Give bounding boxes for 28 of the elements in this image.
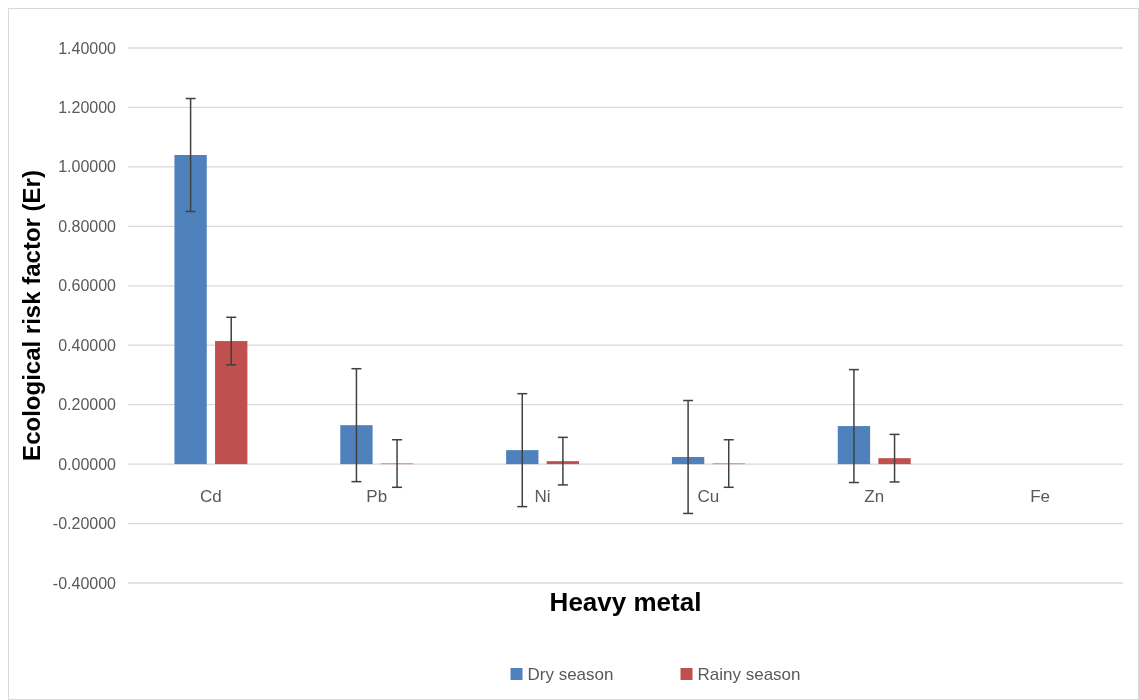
y-tick-label: 0.60000	[58, 277, 117, 295]
x-tick-label: Ni	[534, 487, 551, 507]
x-axis-title: Heavy metal	[549, 587, 702, 617]
x-tick-label: Pb	[366, 487, 388, 507]
y-tick-label: 0.00000	[58, 455, 117, 473]
legend-label: Rainy season	[697, 664, 801, 684]
x-tick-label: Fe	[1030, 487, 1051, 507]
y-tick-label: 1.00000	[58, 158, 117, 176]
x-tick-label: Zn	[864, 487, 885, 507]
legend-label: Dry season	[527, 664, 614, 684]
x-tick-label: Cd	[200, 487, 222, 507]
y-tick-label: -0.40000	[52, 574, 117, 592]
bar	[546, 461, 580, 465]
bar	[506, 450, 539, 465]
bar	[671, 456, 705, 465]
y-tick-label: 1.40000	[58, 39, 117, 57]
y-tick-label: 1.20000	[58, 99, 117, 117]
bar	[215, 341, 248, 465]
bar	[174, 155, 207, 465]
y-tick-label: 0.20000	[58, 396, 117, 414]
bar	[340, 425, 373, 465]
bar	[837, 426, 871, 465]
y-tick-label: -0.20000	[52, 515, 117, 533]
y-tick-label: 0.80000	[58, 217, 117, 235]
bar	[878, 458, 911, 465]
x-tick-label: Cu	[697, 487, 720, 507]
y-axis-title: Ecological risk factor (Er)	[18, 170, 45, 461]
y-tick-label: 0.40000	[58, 336, 117, 354]
